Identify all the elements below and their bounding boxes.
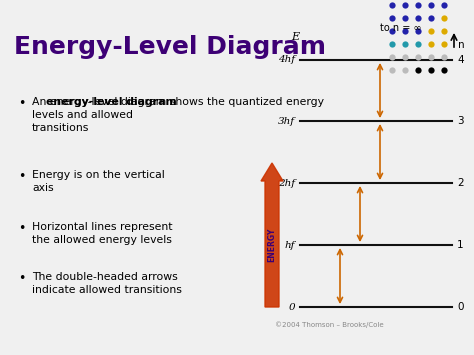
Text: energy-level diagram: energy-level diagram <box>46 97 177 107</box>
Text: E: E <box>291 32 299 42</box>
Text: •: • <box>18 272 26 285</box>
Text: 1: 1 <box>457 240 464 250</box>
Text: 3: 3 <box>457 116 464 126</box>
Text: 0: 0 <box>457 302 464 312</box>
Text: to n = ∞: to n = ∞ <box>380 23 422 33</box>
Text: Energy is on the vertical
axis: Energy is on the vertical axis <box>32 170 165 193</box>
Text: •: • <box>18 222 26 235</box>
Text: 4hf: 4hf <box>278 55 295 65</box>
Text: hf: hf <box>284 240 295 250</box>
Text: ©2004 Thomson – Brooks/Cole: ©2004 Thomson – Brooks/Cole <box>275 322 383 328</box>
Text: 2: 2 <box>457 178 464 188</box>
Text: Energy-Level Diagram: Energy-Level Diagram <box>14 35 326 59</box>
Text: 2hf: 2hf <box>278 179 295 187</box>
Text: 4: 4 <box>457 55 464 65</box>
Text: The double-headed arrows
indicate allowed transitions: The double-headed arrows indicate allowe… <box>32 272 182 295</box>
Text: •: • <box>18 97 26 110</box>
Text: Horizontal lines represent
the allowed energy levels: Horizontal lines represent the allowed e… <box>32 222 173 245</box>
Text: n: n <box>458 40 465 50</box>
Text: ENERGY: ENERGY <box>267 228 276 262</box>
Text: An energy-level diagram shows the quantized energy
levels and allowed
transition: An energy-level diagram shows the quanti… <box>32 97 324 133</box>
FancyArrow shape <box>261 163 283 307</box>
Text: 0: 0 <box>288 302 295 311</box>
Text: 3hf: 3hf <box>278 116 295 126</box>
Text: •: • <box>18 170 26 183</box>
